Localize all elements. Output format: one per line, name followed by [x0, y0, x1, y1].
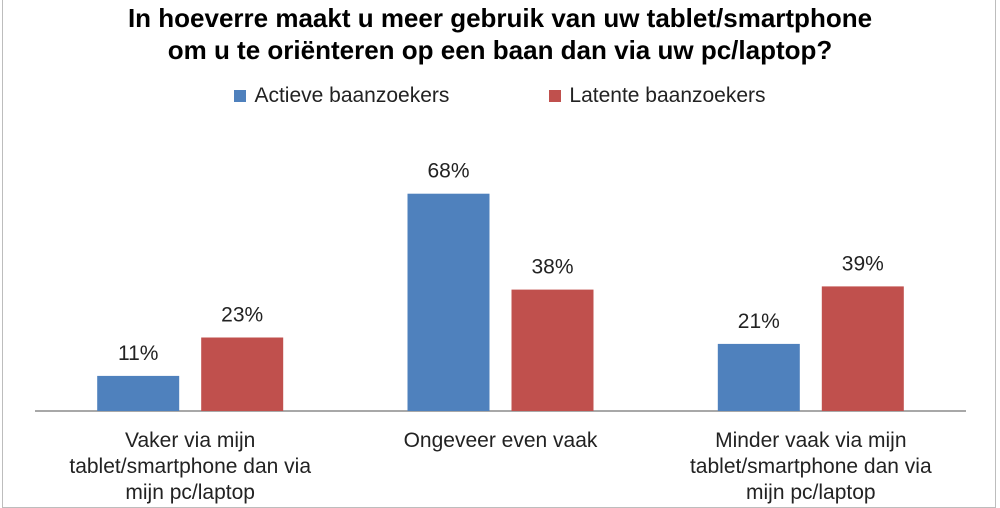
data-label-latente-1: 38% [531, 256, 573, 279]
x-tick-label-0-line-1: tablet/smartphone dan via [69, 455, 312, 478]
bar-latente-1 [511, 289, 594, 411]
legend-swatch-latente [549, 90, 562, 102]
chart-title-line-2: om u te oriënteren op een baan dan via u… [167, 35, 833, 65]
data-label-actieve-2: 21% [738, 310, 780, 333]
bar-actieve-1 [407, 193, 490, 411]
legend-item-latente: Latente baanzoekers [549, 84, 766, 108]
x-tick-label-0: Vaker via mijn tablet/smartphone dan via m… [60, 428, 320, 506]
x-tick-label-1-line-0: Ongeveer even vaak [403, 429, 598, 452]
chart-title-line-1: In hoeverre maakt u meer gebruik van uw … [127, 3, 873, 33]
bar-actieve-2 [717, 343, 800, 411]
x-tick-label-0-line-2: mijn pc/laptop [125, 481, 255, 504]
x-tick-label-2: Minder vaak via mijn tablet/smartphone da… [681, 428, 941, 506]
x-tick-label-2-line-0: Minder vaak via mijn [715, 429, 907, 452]
bar-latente-2 [821, 286, 904, 411]
x-tick-label-0-line-0: Vaker via mijn [125, 429, 256, 452]
bar-latente-0 [201, 337, 284, 411]
x-tick-label-2-line-1: tablet/smartphone dan via [689, 455, 932, 478]
legend-label-actieve: Actieve baanzoekers [254, 84, 450, 107]
x-tick-label-1: Ongeveer even vaak [371, 428, 631, 454]
legend-label-latente: Latente baanzoekers [569, 84, 766, 107]
x-tick-label-2-line-2: mijn pc/laptop [746, 481, 876, 504]
data-label-actieve-1: 68% [427, 160, 469, 183]
data-label-latente-2: 39% [842, 252, 884, 275]
legend-item-actieve: Actieve baanzoekers [234, 84, 449, 108]
legend-swatch-actieve [234, 90, 247, 102]
bar-actieve-0 [97, 375, 180, 411]
data-label-actieve-0: 11% [118, 342, 158, 365]
data-label-latente-0: 23% [221, 304, 263, 327]
chart-legend: Actieve baanzoekers Latente baanzoekers [0, 84, 1000, 108]
chart-title: In hoeverre maakt u meer gebruik van uw … [0, 2, 1000, 66]
